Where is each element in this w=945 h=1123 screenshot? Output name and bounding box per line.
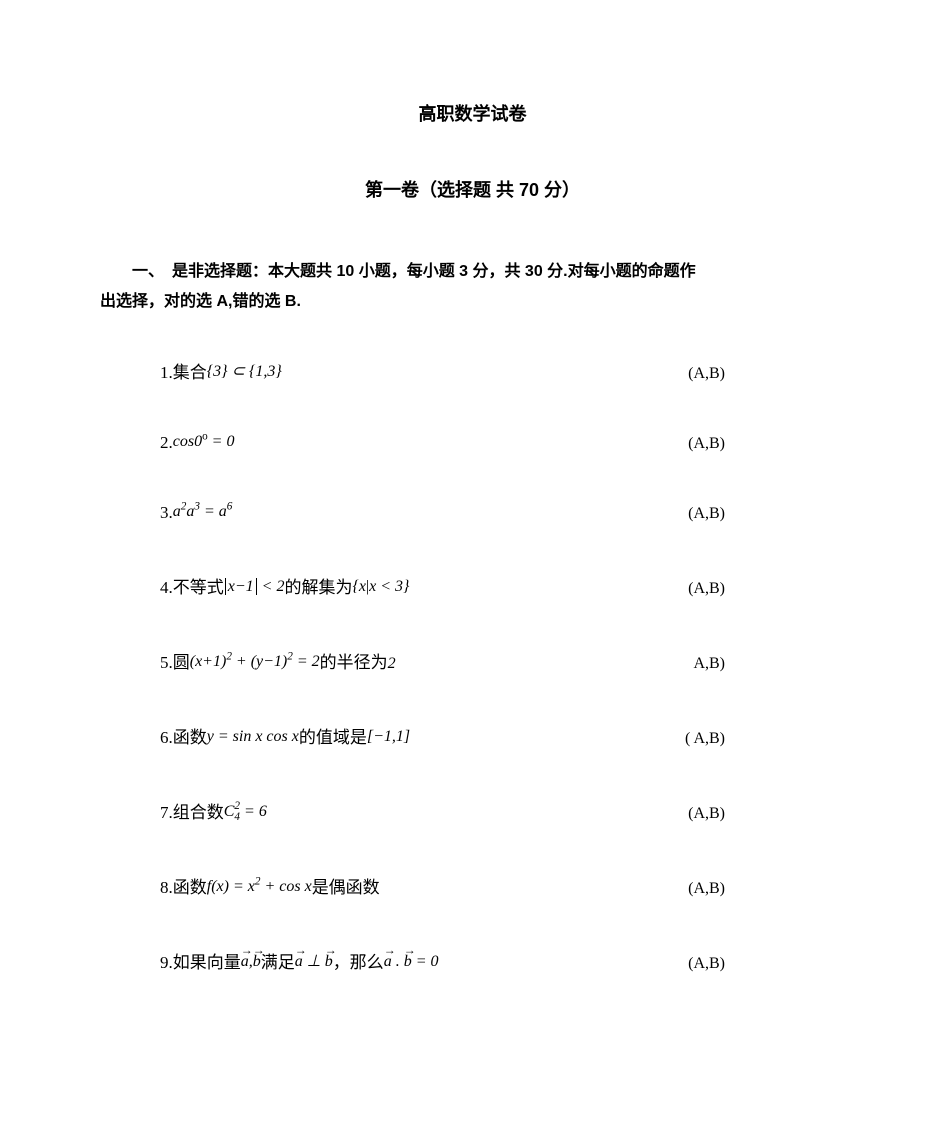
question-number: 5. (160, 653, 173, 673)
answer-choice: (A,B) (688, 805, 725, 823)
answer-choice: (A,B) (688, 435, 725, 453)
question-9-text: 9. 如果向量 a,b 满足 a ⊥ b ，那么 a . b = 0 (160, 948, 438, 973)
answer-choice: (A,B) (688, 955, 725, 973)
question-4-text: 4. 不等式 x−1 < 2 的解集为 {x|x < 3} (160, 573, 409, 598)
question-4: 4. 不等式 x−1 < 2 的解集为 {x|x < 3} (A,B) (100, 573, 845, 598)
question-5-text: 5. 圆 (x+1)2 + (y−1)2 = 2 的半径为 2 (160, 648, 396, 673)
question-mid: 是偶函数 (312, 873, 380, 898)
answer-choice: (A,B) (688, 505, 725, 523)
question-number: 8. (160, 878, 173, 898)
section-header-line2: 出选择，对的选 A,错的选 B. (100, 287, 845, 317)
question-math: (x+1)2 + (y−1)2 = 2 (190, 653, 320, 671)
question-math: f(x) = x2 + cos x (207, 878, 312, 896)
question-3: 3. a2a3 = a6 (A,B) (100, 503, 845, 523)
question-number: 9. (160, 953, 173, 973)
question-9: 9. 如果向量 a,b 满足 a ⊥ b ，那么 a . b = 0 (A,B) (100, 948, 845, 973)
question-math: {3} ⊂ {1,3} (207, 361, 282, 381)
question-math-2: [−1,1] (367, 728, 410, 746)
question-8-text: 8. 函数 f(x) = x2 + cos x 是偶函数 (160, 873, 380, 898)
question-math-dot: a . b = 0 (384, 953, 439, 971)
answer-choice: ( A,B) (685, 730, 725, 748)
question-number: 6. (160, 728, 173, 748)
question-number: 7. (160, 803, 173, 823)
question-math-2: {x|x < 3} (352, 578, 409, 596)
question-3-text: 3. a2a3 = a6 (160, 503, 232, 523)
page-title: 高职数学试卷 (100, 100, 845, 126)
question-math: a2a3 = a6 (173, 503, 233, 521)
question-pre: 不等式 (173, 573, 224, 598)
answer-choice: (A,B) (688, 880, 725, 898)
question-pre: 集合 (173, 358, 207, 383)
page-subtitle: 第一卷（选择题 共 70 分） (100, 176, 845, 202)
question-math-perp: a ⊥ b (295, 951, 333, 971)
question-pre: 组合数 (173, 798, 224, 823)
question-6-text: 6. 函数 y = sin x cos x 的值域是 [−1,1] (160, 723, 410, 748)
answer-choice: (A,B) (688, 580, 725, 598)
question-pre: 函数 (173, 723, 207, 748)
section-header: 一、 是非选择题：本大题共 10 小题，每小题 3 分，共 30 分.对每小题的… (100, 257, 845, 318)
question-number: 1. (160, 363, 173, 383)
question-2: 2. cos0o = 0 (A,B) (100, 433, 845, 453)
question-number: 4. (160, 578, 173, 598)
question-math: x−1 < 2 (224, 578, 285, 596)
question-mid2: ，那么 (333, 948, 384, 973)
section-header-line1: 一、 是非选择题：本大题共 10 小题，每小题 3 分，共 30 分.对每小题的… (100, 257, 845, 287)
answer-choice: (A,B) (688, 365, 725, 383)
question-mid1: 满足 (261, 948, 295, 973)
question-pre: 如果向量 (173, 948, 241, 973)
question-6: 6. 函数 y = sin x cos x 的值域是 [−1,1] ( A,B) (100, 723, 845, 748)
question-math-ab: a,b (241, 953, 261, 971)
question-number: 2. (160, 433, 173, 453)
question-math: y = sin x cos x (207, 728, 299, 746)
question-7: 7. 组合数 C42 = 6 (A,B) (100, 798, 845, 823)
question-post: 2 (388, 655, 396, 673)
question-1: 1. 集合 {3} ⊂ {1,3} (A,B) (100, 358, 845, 383)
question-mid: 的半径为 (320, 648, 388, 673)
question-2-text: 2. cos0o = 0 (160, 433, 234, 453)
question-5: 5. 圆 (x+1)2 + (y−1)2 = 2 的半径为 2 A,B) (100, 648, 845, 673)
question-math: cos0o = 0 (173, 433, 235, 451)
question-7-text: 7. 组合数 C42 = 6 (160, 798, 267, 823)
question-number: 3. (160, 503, 173, 523)
question-1-text: 1. 集合 {3} ⊂ {1,3} (160, 358, 282, 383)
question-8: 8. 函数 f(x) = x2 + cos x 是偶函数 (A,B) (100, 873, 845, 898)
question-pre: 函数 (173, 873, 207, 898)
question-mid: 的值域是 (299, 723, 367, 748)
question-mid: 的解集为 (284, 573, 352, 598)
question-math: C42 = 6 (224, 803, 267, 821)
answer-choice: A,B) (693, 655, 725, 673)
question-pre: 圆 (173, 648, 190, 673)
